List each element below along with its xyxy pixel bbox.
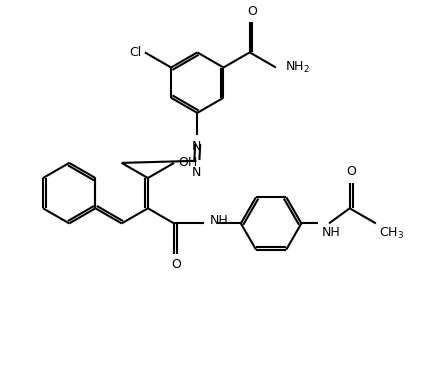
Text: N: N: [192, 166, 201, 179]
Text: OH: OH: [178, 156, 198, 170]
Text: O: O: [247, 5, 257, 18]
Text: NH: NH: [321, 226, 340, 239]
Text: NH$_2$: NH$_2$: [285, 60, 310, 75]
Text: NH: NH: [210, 214, 229, 227]
Text: CH$_3$: CH$_3$: [379, 226, 404, 241]
Text: O: O: [171, 258, 181, 271]
Text: O: O: [346, 165, 356, 178]
Text: Cl: Cl: [130, 46, 142, 59]
Text: N: N: [192, 140, 201, 153]
